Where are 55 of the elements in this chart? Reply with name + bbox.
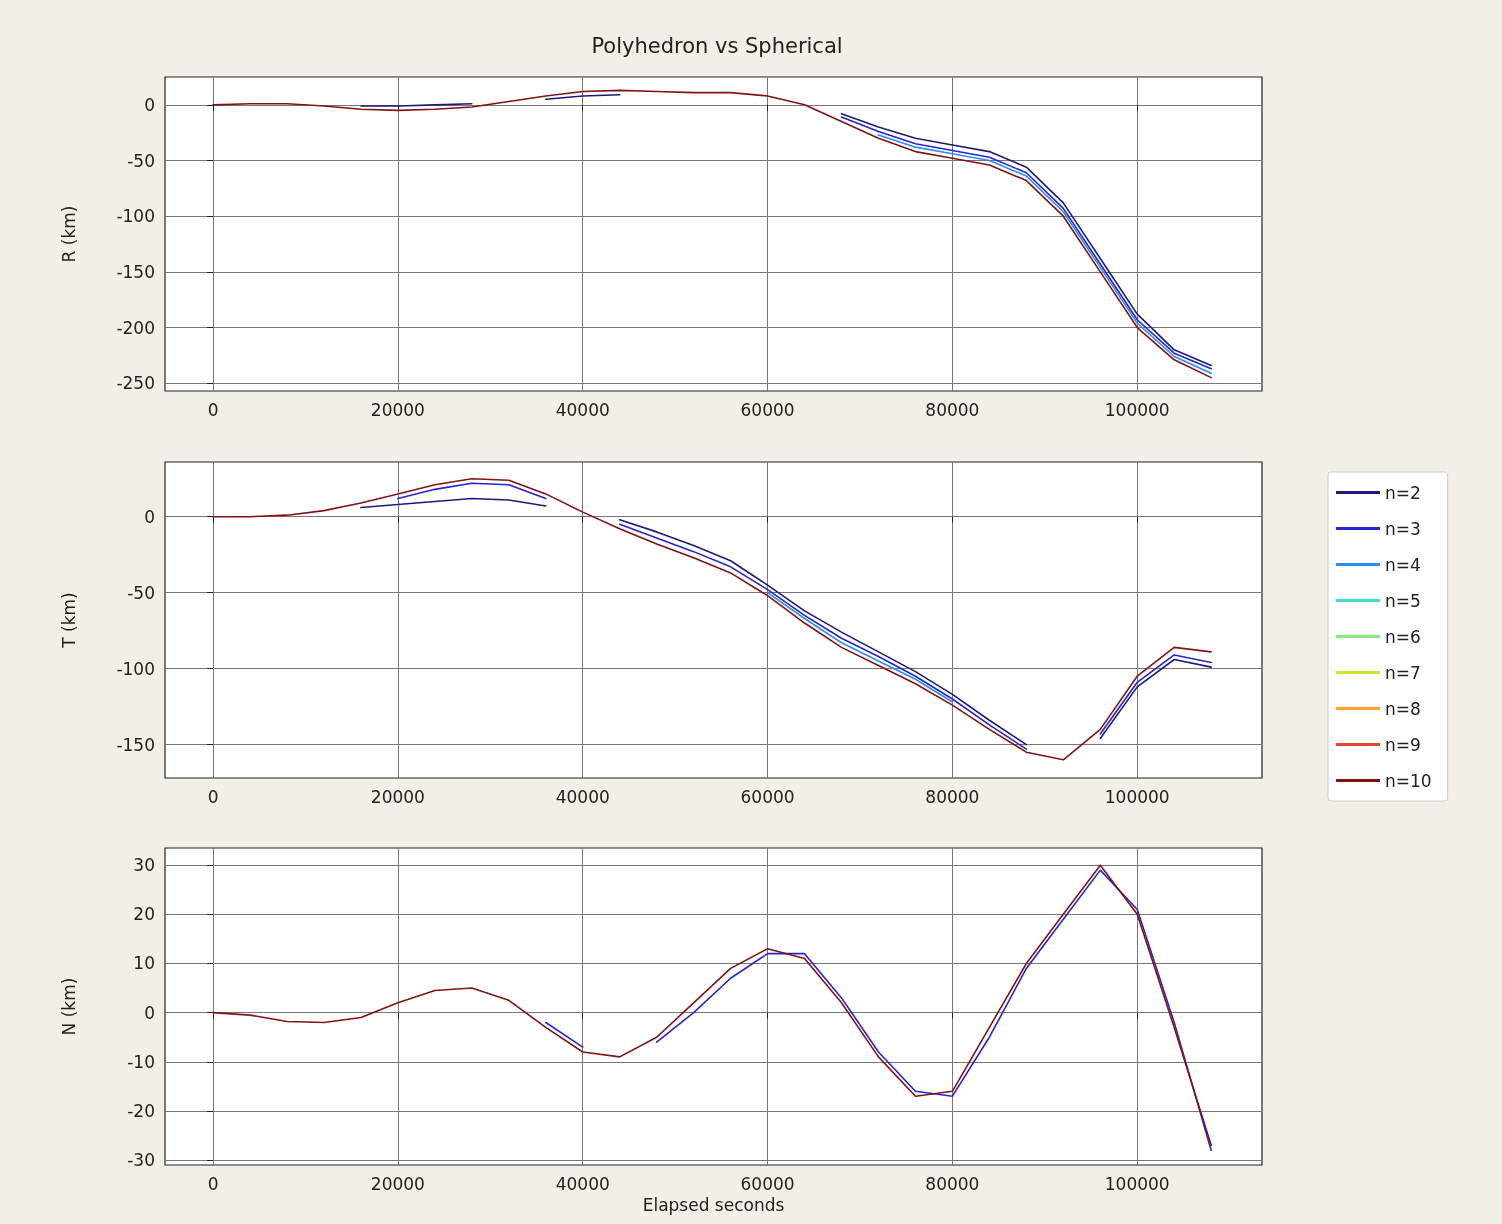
y-tick-label: -10 bbox=[127, 1051, 155, 1072]
x-tick-label: 80000 bbox=[925, 1173, 980, 1194]
y-tick-label: 0 bbox=[144, 506, 155, 527]
y-axis-title: T (km) bbox=[58, 592, 79, 649]
x-tick-label: 40000 bbox=[555, 399, 610, 420]
legend-label: n=9 bbox=[1385, 734, 1421, 755]
y-tick-label: 10 bbox=[133, 953, 155, 974]
y-tick-label: -150 bbox=[116, 734, 155, 755]
line-series bbox=[212, 864, 1212, 1147]
legend-label: n=2 bbox=[1385, 482, 1421, 503]
x-tick-label: 40000 bbox=[555, 1173, 610, 1194]
x-tick-label: 0 bbox=[207, 399, 219, 420]
legend-label: n=6 bbox=[1385, 626, 1421, 647]
legend-label: n=5 bbox=[1385, 590, 1421, 611]
legend-label: n=7 bbox=[1385, 662, 1421, 683]
legend-label: n=4 bbox=[1385, 554, 1421, 575]
x-tick-label: 20000 bbox=[370, 786, 425, 807]
line-series bbox=[212, 477, 1212, 761]
legend-label: n=8 bbox=[1385, 698, 1421, 719]
x-tick-label: 100000 bbox=[1104, 1173, 1170, 1194]
x-tick-label: 0 bbox=[207, 1173, 219, 1194]
x-tick-label: 60000 bbox=[740, 399, 795, 420]
x-axis-title: Elapsed seconds bbox=[642, 1195, 785, 1216]
y-tick-label: 30 bbox=[133, 855, 155, 876]
y-tick-label: 20 bbox=[133, 904, 155, 925]
line-series bbox=[877, 134, 1212, 374]
x-tick-label: 60000 bbox=[740, 1173, 795, 1194]
y-tick-label: -200 bbox=[116, 317, 155, 338]
y-tick-label: 0 bbox=[144, 94, 155, 115]
line-series bbox=[212, 89, 1212, 379]
x-tick-label: 100000 bbox=[1104, 399, 1170, 420]
y-tick-label: -50 bbox=[127, 150, 155, 171]
y-tick-label: -100 bbox=[116, 658, 155, 679]
y-axis-title: R (km) bbox=[58, 205, 79, 263]
x-tick-label: 40000 bbox=[555, 786, 610, 807]
x-tick-label: 60000 bbox=[740, 786, 795, 807]
x-tick-label: 20000 bbox=[370, 1173, 425, 1194]
legend-label: n=10 bbox=[1385, 770, 1432, 791]
y-tick-label: -50 bbox=[127, 582, 155, 603]
y-tick-label: -150 bbox=[116, 261, 155, 282]
y-tick-label: -20 bbox=[127, 1100, 155, 1121]
legend-label: n=3 bbox=[1385, 518, 1421, 539]
x-tick-label: 20000 bbox=[370, 399, 425, 420]
y-axis-title: N (km) bbox=[58, 977, 79, 1036]
y-tick-label: -30 bbox=[127, 1150, 155, 1171]
x-tick-label: 80000 bbox=[925, 786, 980, 807]
chart-title: Polyhedron vs Spherical bbox=[591, 33, 843, 58]
x-tick-label: 100000 bbox=[1104, 786, 1170, 807]
line-series bbox=[840, 116, 1212, 370]
y-tick-label: -100 bbox=[116, 206, 155, 227]
y-tick-label: 0 bbox=[144, 1002, 155, 1023]
y-tick-label: -250 bbox=[116, 373, 155, 394]
x-tick-label: 0 bbox=[207, 786, 219, 807]
line-series bbox=[766, 591, 954, 703]
x-tick-label: 80000 bbox=[925, 399, 980, 420]
